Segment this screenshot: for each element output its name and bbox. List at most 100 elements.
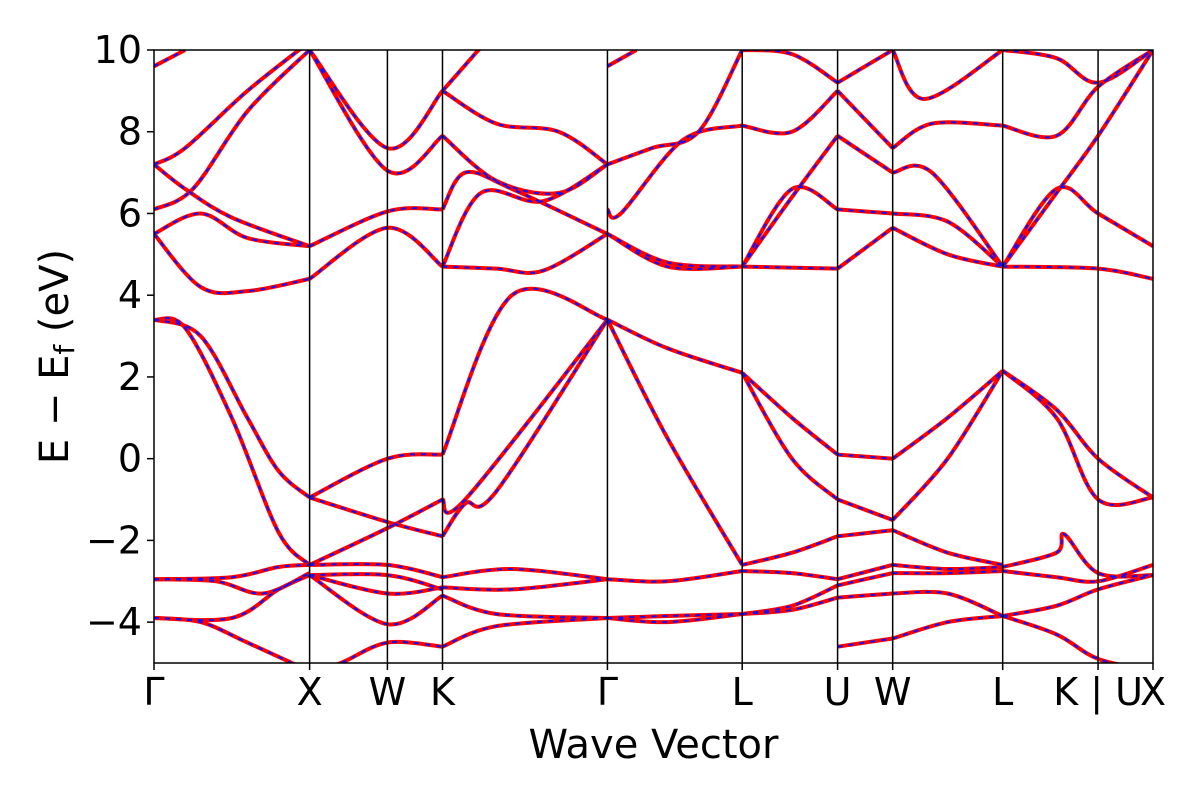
band-line-red: [440, 318, 609, 515]
band-line-blue: [154, 318, 311, 499]
band-line-blue: [892, 226, 1003, 268]
band-line-red: [740, 371, 839, 457]
y-tick-label: 4: [118, 273, 142, 317]
band-line-blue: [607, 50, 744, 166]
band-line-red: [742, 50, 839, 85]
band-line-blue: [742, 90, 839, 135]
y-tick-label: 6: [118, 191, 142, 235]
band-line-blue: [441, 163, 608, 268]
band-line-blue: [742, 265, 838, 270]
band-line-blue: [441, 287, 608, 455]
band-line-blue: [442, 233, 608, 274]
band-line-blue: [741, 372, 839, 501]
band-line-red: [892, 614, 1003, 641]
band-line-red: [308, 495, 444, 539]
band-line-blue: [741, 535, 838, 566]
band-line-blue: [154, 233, 310, 295]
band-line-blue: [607, 570, 743, 583]
band-line-red: [605, 123, 743, 220]
y-tick-label: 0: [118, 437, 142, 481]
band-line-blue: [441, 90, 608, 166]
x-tick-label: K | U: [1053, 670, 1143, 715]
band-line-blue: [1001, 50, 1153, 268]
y-axis-ticks: 10 8 6 4 2 0 −2 −4: [86, 28, 154, 644]
band-line-blue: [154, 50, 186, 68]
band-line-blue: [154, 212, 310, 248]
band-line-blue: [309, 226, 444, 280]
band-line-blue: [441, 319, 609, 537]
x-tick-label: X: [1140, 670, 1166, 714]
band-line-blue: [308, 50, 444, 150]
band-line-red: [154, 316, 312, 567]
band-line-blue: [1002, 574, 1153, 617]
band-line-red: [440, 286, 609, 456]
band-line-red: [154, 573, 311, 623]
band-line-red: [154, 50, 187, 69]
band-line-blue: [441, 135, 608, 195]
band-line-blue: [442, 567, 608, 581]
band-line-blue: [837, 226, 894, 270]
y-tick-label: 2: [118, 355, 142, 399]
band-line-red: [441, 593, 608, 620]
plot-frame: [153, 49, 1154, 664]
band-line-red: [891, 120, 1003, 150]
band-line-red: [308, 206, 443, 249]
band-line-blue: [1001, 186, 1153, 268]
band-line-red: [1001, 185, 1153, 268]
band-line-blue: [606, 232, 743, 268]
x-tick-label: Γ: [597, 670, 618, 714]
band-line-blue: [606, 50, 637, 68]
band-line-blue: [1002, 50, 1153, 84]
band-line-blue: [606, 124, 743, 219]
band-line-blue: [742, 570, 838, 581]
y-tick-label: −2: [86, 518, 142, 562]
band-line-blue: [154, 317, 311, 566]
band-line-red: [154, 162, 311, 249]
band-line-blue: [1002, 369, 1153, 499]
band-line-red: [741, 89, 839, 136]
band-line-blue: [837, 453, 893, 460]
band-line-red: [154, 317, 311, 500]
band-line-red: [891, 225, 1004, 269]
band-line-blue: [837, 572, 893, 587]
x-tick-label: Γ: [143, 670, 164, 714]
band-line-blue: [1002, 50, 1153, 139]
x-tick-label: X: [297, 670, 323, 714]
band-line-blue: [154, 50, 311, 211]
x-tick-label: W: [369, 670, 407, 714]
y-axis-label: E − Ef (eV): [32, 249, 81, 464]
band-line-blue: [154, 50, 301, 166]
band-line-blue: [441, 319, 609, 514]
band-line-blue: [607, 613, 743, 624]
band-line-blue: [1002, 563, 1153, 583]
band-line-red: [440, 50, 482, 93]
band-line-red: [891, 528, 1004, 567]
band-line-blue: [892, 615, 1003, 640]
band-line-blue: [892, 370, 1004, 460]
x-tick-label: W: [874, 670, 912, 714]
band-line-blue: [837, 134, 894, 174]
band-line-red: [308, 452, 443, 500]
y-axis-label-subscript: f: [48, 344, 81, 355]
band-line-blue: [1002, 532, 1153, 578]
band-line-blue: [892, 570, 1003, 575]
band-line-blue: [154, 163, 310, 248]
band-line-red: [606, 50, 638, 69]
band-line-red: [307, 50, 444, 176]
band-line-blue: [892, 590, 1004, 617]
band-line-blue: [837, 498, 894, 521]
band-line-blue: [837, 50, 894, 84]
x-tick-label: L: [732, 670, 753, 714]
band-line-red: [890, 50, 1004, 101]
band-line-red: [836, 89, 895, 150]
y-axis-label-main: E − E: [32, 355, 78, 465]
band-line-blue: [309, 453, 443, 499]
band-line-blue: [741, 135, 839, 268]
band-line-red: [1002, 50, 1153, 85]
band-line-red: [891, 369, 1005, 522]
band-line-blue: [607, 613, 743, 619]
band-line-red: [1002, 531, 1153, 579]
x-tick-label: L: [992, 670, 1013, 714]
band-line-blue: [837, 592, 893, 599]
band-line-red: [605, 318, 744, 566]
